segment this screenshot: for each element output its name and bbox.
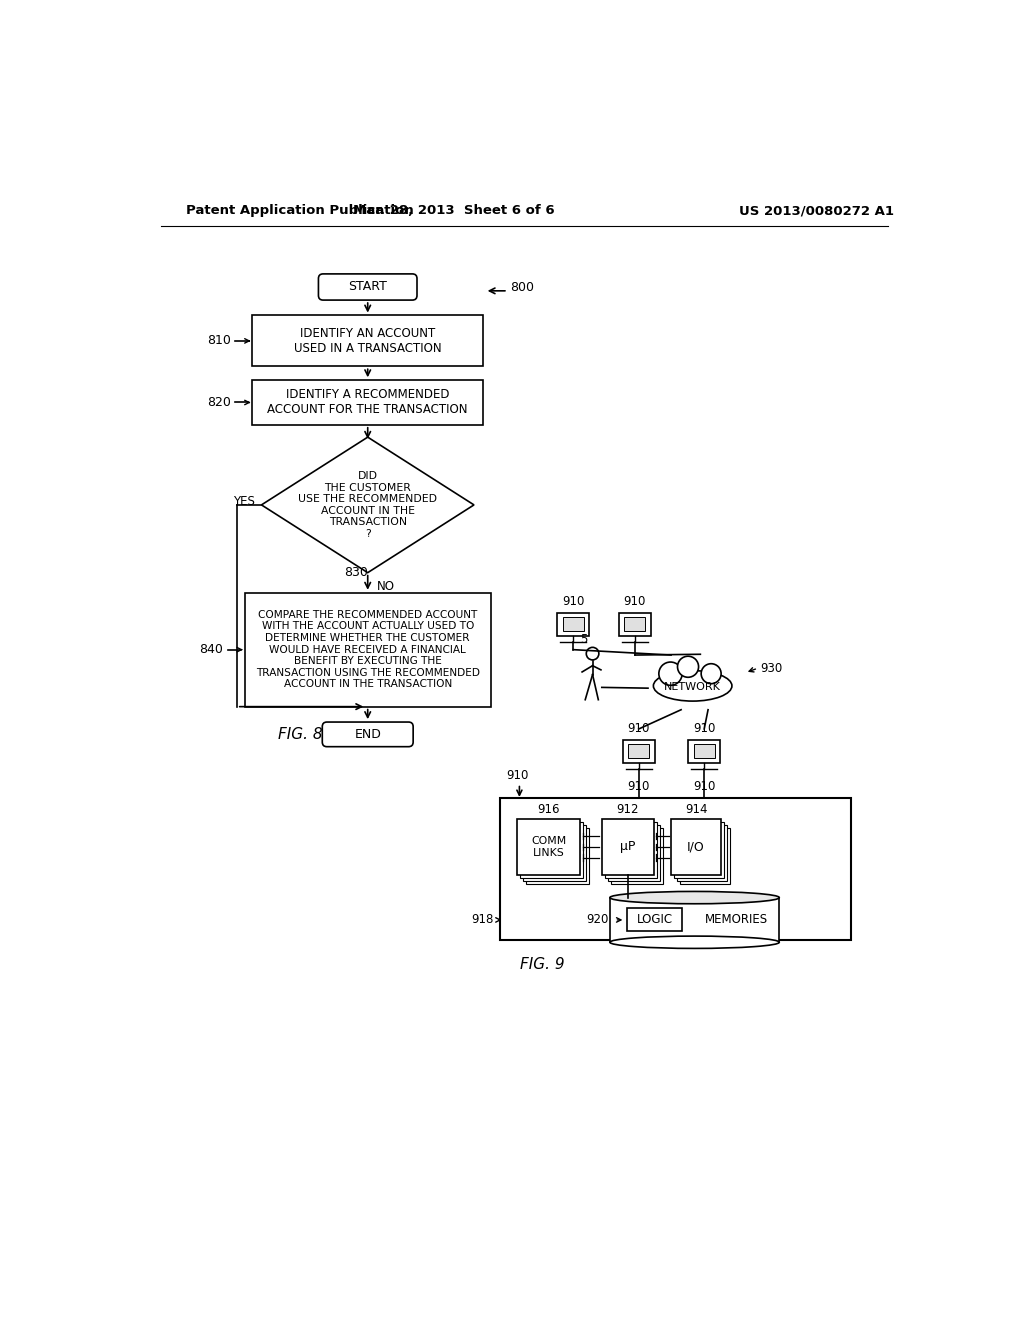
Text: 910: 910	[624, 595, 646, 609]
Text: 810: 810	[207, 334, 230, 347]
Text: μP: μP	[621, 841, 636, 853]
Bar	[625, 618, 645, 631]
Text: START: START	[348, 280, 387, 293]
Text: 800: 800	[510, 281, 535, 294]
Bar	[671, 818, 721, 875]
Text: Patent Application Publication: Patent Application Publication	[186, 205, 414, 218]
Circle shape	[678, 656, 698, 677]
Text: 916: 916	[538, 803, 560, 816]
Bar	[563, 618, 584, 631]
Bar	[629, 744, 649, 758]
Text: COMPARE THE RECOMMENDED ACCOUNT
WITH THE ACCOUNT ACTUALLY USED TO
DETERMINE WHET: COMPARE THE RECOMMENDED ACCOUNT WITH THE…	[256, 610, 479, 689]
Text: 930: 930	[761, 661, 782, 675]
Bar	[602, 818, 654, 875]
Bar	[252, 315, 483, 366]
Bar	[674, 822, 724, 878]
Text: 830: 830	[344, 566, 368, 579]
Text: MEMORIES: MEMORIES	[706, 913, 768, 927]
Text: DID
THE CUSTOMER
USE THE RECOMMENDED
ACCOUNT IN THE
TRANSACTION
?: DID THE CUSTOMER USE THE RECOMMENDED ACC…	[298, 471, 437, 539]
Circle shape	[587, 647, 599, 660]
Bar	[627, 908, 682, 932]
Text: COMM
LINKS: COMM LINKS	[531, 836, 566, 858]
Bar	[693, 744, 715, 758]
Polygon shape	[261, 437, 474, 573]
Text: FIG. 9: FIG. 9	[520, 957, 565, 972]
Text: IDENTIFY AN ACCOUNT
USED IN A TRANSACTION: IDENTIFY AN ACCOUNT USED IN A TRANSACTIO…	[294, 327, 441, 355]
Bar	[500, 797, 851, 940]
Text: LOGIC: LOGIC	[637, 913, 673, 927]
Circle shape	[701, 664, 721, 684]
Ellipse shape	[610, 891, 779, 904]
Bar	[688, 739, 720, 763]
Text: 5: 5	[580, 634, 587, 647]
Bar	[608, 825, 660, 880]
Bar	[610, 898, 779, 942]
Text: 918: 918	[472, 913, 494, 927]
Text: Mar. 28, 2013  Sheet 6 of 6: Mar. 28, 2013 Sheet 6 of 6	[353, 205, 555, 218]
Text: 840: 840	[199, 643, 223, 656]
Text: NETWORK: NETWORK	[665, 681, 721, 692]
Bar	[611, 829, 664, 884]
Text: 910: 910	[693, 722, 716, 735]
FancyBboxPatch shape	[323, 722, 413, 747]
Bar	[523, 825, 587, 880]
Bar	[517, 818, 581, 875]
Circle shape	[658, 663, 682, 685]
Bar	[520, 822, 584, 878]
Text: NO: NO	[377, 581, 395, 594]
Bar	[677, 825, 727, 880]
Bar	[680, 829, 730, 884]
Text: 910: 910	[628, 780, 650, 793]
Text: 920: 920	[586, 913, 608, 927]
Text: 914: 914	[685, 803, 708, 816]
Bar	[557, 612, 590, 636]
Text: FIG. 8: FIG. 8	[278, 727, 323, 742]
Text: YES: YES	[233, 495, 255, 508]
Bar	[526, 829, 590, 884]
Bar	[245, 593, 490, 706]
Text: 820: 820	[207, 396, 230, 409]
Text: 912: 912	[616, 803, 639, 816]
FancyBboxPatch shape	[318, 275, 417, 300]
Text: END: END	[354, 727, 381, 741]
Bar	[252, 380, 483, 425]
Text: US 2013/0080272 A1: US 2013/0080272 A1	[739, 205, 894, 218]
Bar	[623, 739, 655, 763]
Ellipse shape	[610, 936, 779, 948]
Text: 910: 910	[693, 780, 716, 793]
Text: 910: 910	[628, 722, 650, 735]
Bar	[605, 822, 657, 878]
Text: 910: 910	[562, 595, 585, 609]
Text: 910: 910	[506, 770, 528, 783]
Bar	[618, 612, 651, 636]
Text: IDENTIFY A RECOMMENDED
ACCOUNT FOR THE TRANSACTION: IDENTIFY A RECOMMENDED ACCOUNT FOR THE T…	[267, 388, 468, 417]
Ellipse shape	[653, 671, 732, 701]
Text: I/O: I/O	[687, 841, 705, 853]
